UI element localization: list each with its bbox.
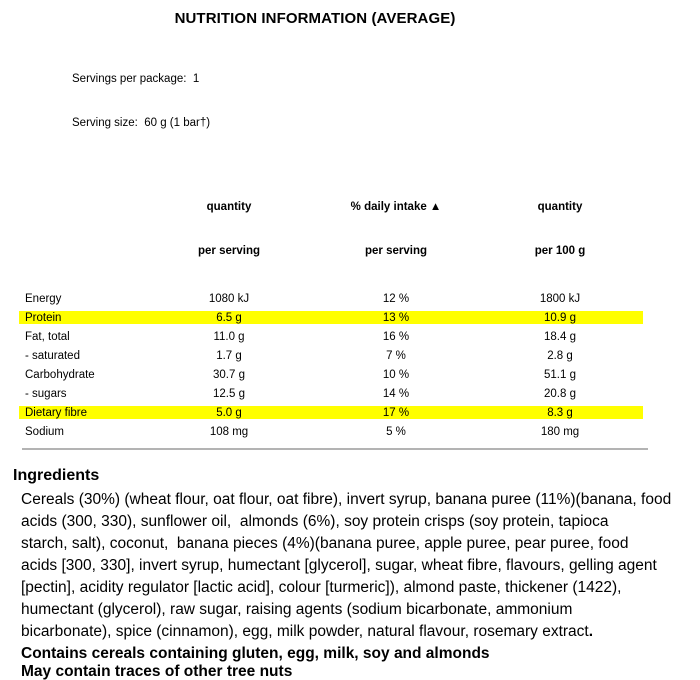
ingredients-heading: Ingredients: [13, 466, 700, 485]
nutrient-name: Energy: [19, 293, 159, 305]
value-per-100g: 2.8 g: [493, 350, 643, 362]
ingredient-line: [pectin], acidity regulator [lactic acid…: [21, 577, 700, 599]
value-per-100g: 20.8 g: [493, 388, 643, 400]
value-per-100g: 8.3 g: [493, 407, 643, 419]
ingredient-line: acids (300, 330), sunflower oil, almonds…: [21, 511, 700, 533]
nutrient-name: Protein: [19, 312, 159, 324]
title-wrap: NUTRITION INFORMATION (AVERAGE): [0, 0, 630, 28]
col-header-quantity-per-100g: quantity per 100 g: [493, 171, 643, 287]
table-bottom-divider: [22, 448, 648, 450]
page-title: NUTRITION INFORMATION (AVERAGE): [175, 10, 456, 27]
value-per-serving: 11.0 g: [159, 331, 299, 343]
ingredient-line: starch, salt), coconut, banana pieces (4…: [21, 533, 700, 555]
table-row: - saturated 1.7 g 7 % 2.8 g: [19, 346, 643, 365]
value-daily-intake: 10 %: [299, 369, 493, 381]
value-daily-intake: 7 %: [299, 350, 493, 362]
ingredient-line: bicarbonate), spice (cinnamon), egg, mil…: [21, 621, 700, 643]
nutrient-name: Dietary fibre: [19, 407, 159, 419]
ingredient-line: Cereals (30%) (wheat flour, oat flour, o…: [21, 489, 700, 511]
value-daily-intake: 12 %: [299, 293, 493, 305]
allergen-statements: Contains cereals containing gluten, egg,…: [21, 645, 700, 680]
value-daily-intake: 13 %: [299, 312, 493, 324]
nutrient-name: Sodium: [19, 426, 159, 438]
table-row: Protein 6.5 g 13 % 10.9 g: [19, 308, 643, 327]
allergen-contains: Contains cereals containing gluten, egg,…: [21, 645, 700, 663]
value-per-serving: 1080 kJ: [159, 293, 299, 305]
ingredient-line: acids [300, 330], invert syrup, humectan…: [21, 555, 700, 577]
value-per-100g: 18.4 g: [493, 331, 643, 343]
col-header-nutrient: [19, 171, 159, 287]
value-daily-intake: 5 %: [299, 426, 493, 438]
allergen-may-contain: May contain traces of other tree nuts: [21, 663, 700, 680]
table-row: - sugars 12.5 g 14 % 20.8 g: [19, 384, 643, 403]
servings-per-package: Servings per package: 1: [72, 72, 700, 87]
nutrient-name: Fat, total: [19, 331, 159, 343]
value-daily-intake: 14 %: [299, 388, 493, 400]
nutrient-name: - sugars: [19, 388, 159, 400]
nutrient-name: Carbohydrate: [19, 369, 159, 381]
value-per-100g: 180 mg: [493, 426, 643, 438]
table-row: Energy 1080 kJ 12 % 1800 kJ: [19, 289, 643, 308]
value-per-serving: 1.7 g: [159, 350, 299, 362]
serving-info: Servings per package: 1 Serving size: 60…: [72, 43, 700, 159]
value-daily-intake: 16 %: [299, 331, 493, 343]
nutrition-table: quantity per serving % daily intake ▲ pe…: [19, 171, 643, 441]
value-per-serving: 30.7 g: [159, 369, 299, 381]
value-per-100g: 51.1 g: [493, 369, 643, 381]
table-header-row: quantity per serving % daily intake ▲ pe…: [19, 171, 643, 287]
table-row: Carbohydrate 30.7 g 10 % 51.1 g: [19, 365, 643, 384]
table-row: Dietary fibre 5.0 g 17 % 8.3 g: [19, 403, 643, 422]
col-header-daily-intake: % daily intake ▲ per serving: [299, 171, 493, 287]
ingredient-line: humectant (glycerol), raw sugar, raising…: [21, 599, 700, 621]
ingredients-final-period: .: [589, 623, 593, 640]
value-per-100g: 10.9 g: [493, 312, 643, 324]
col-header-quantity-per-serving: quantity per serving: [159, 171, 299, 287]
nutrient-name: - saturated: [19, 350, 159, 362]
table-row: Fat, total 11.0 g 16 % 18.4 g: [19, 327, 643, 346]
value-per-serving: 108 mg: [159, 426, 299, 438]
value-per-serving: 5.0 g: [159, 407, 299, 419]
serving-size: Serving size: 60 g (1 bar†): [72, 116, 700, 131]
value-daily-intake: 17 %: [299, 407, 493, 419]
value-per-100g: 1800 kJ: [493, 293, 643, 305]
ingredients-text: Cereals (30%) (wheat flour, oat flour, o…: [21, 489, 700, 643]
table-row: Sodium 108 mg 5 % 180 mg: [19, 422, 643, 441]
value-per-serving: 12.5 g: [159, 388, 299, 400]
value-per-serving: 6.5 g: [159, 312, 299, 324]
